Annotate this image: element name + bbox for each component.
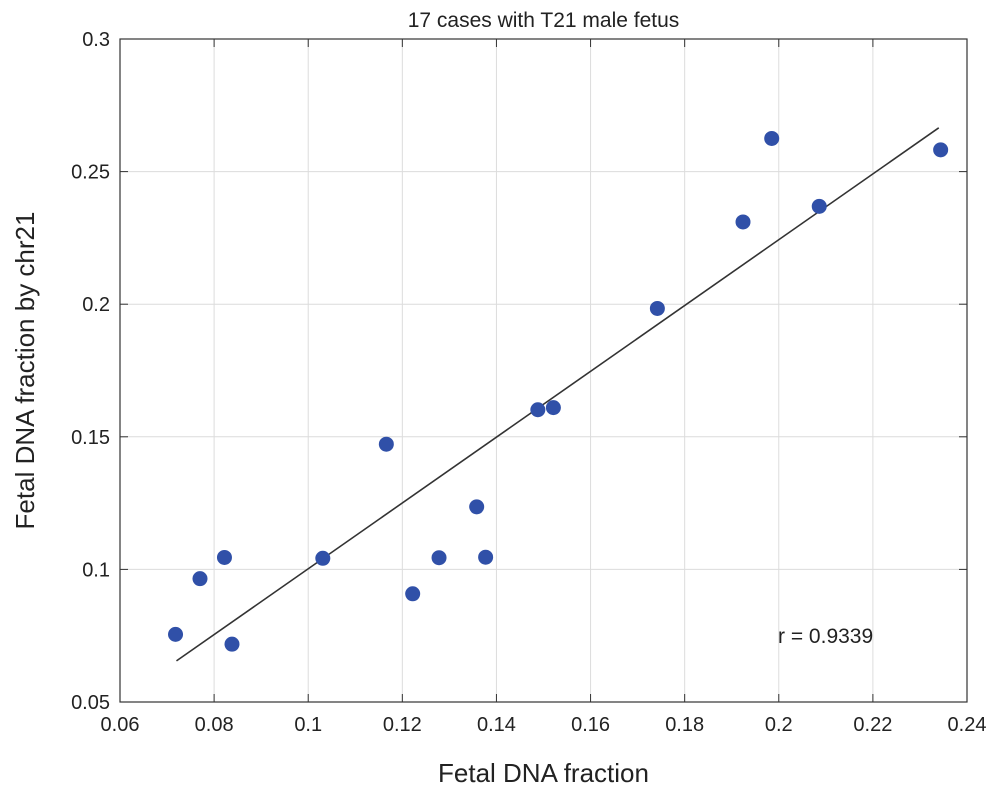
chart-title: 17 cases with T21 male fetus bbox=[408, 9, 680, 32]
y-axis-title: Fetal DNA fraction by chr21 bbox=[10, 212, 40, 530]
data-point bbox=[530, 402, 546, 418]
data-point bbox=[378, 436, 394, 452]
x-tick-label: 0.22 bbox=[853, 714, 892, 736]
data-point bbox=[192, 571, 208, 587]
x-tick-label: 0.24 bbox=[948, 714, 987, 736]
x-tick-labels: 0.06 0.08 0.1 0.12 0.14 0.16 0.18 0.2 0.22 0.24 bbox=[101, 714, 987, 736]
x-tick-label: 0.12 bbox=[383, 714, 422, 736]
x-tick-label: 0.1 bbox=[294, 714, 322, 736]
x-tick-label: 0.14 bbox=[477, 714, 516, 736]
y-tick-label: 0.3 bbox=[82, 29, 110, 51]
data-points bbox=[168, 130, 949, 652]
data-point bbox=[405, 586, 421, 602]
x-tick-label: 0.18 bbox=[665, 714, 704, 736]
y-tick-labels: 0.05 0.1 0.15 0.2 0.25 0.3 bbox=[71, 29, 110, 714]
data-point bbox=[469, 499, 485, 515]
x-axis-title: Fetal DNA fraction bbox=[438, 758, 649, 788]
data-point bbox=[431, 550, 447, 566]
data-point bbox=[933, 142, 949, 158]
x-tick-label: 0.2 bbox=[765, 714, 793, 736]
grid bbox=[119, 38, 968, 703]
x-tick-label: 0.16 bbox=[571, 714, 610, 736]
data-point bbox=[315, 550, 331, 566]
data-point bbox=[811, 198, 827, 214]
data-point bbox=[168, 626, 184, 642]
data-point bbox=[649, 300, 665, 316]
y-tick-label: 0.2 bbox=[82, 294, 110, 316]
fit-line-layer bbox=[176, 127, 940, 662]
regression-line bbox=[176, 127, 940, 662]
y-tick-label: 0.15 bbox=[71, 427, 110, 449]
data-point bbox=[216, 549, 232, 565]
y-tick-label: 0.1 bbox=[82, 559, 110, 581]
data-point bbox=[735, 214, 751, 230]
data-point bbox=[764, 130, 780, 146]
plot-frame bbox=[119, 38, 968, 703]
y-tick-label: 0.05 bbox=[71, 692, 110, 714]
x-tick-label: 0.06 bbox=[101, 714, 140, 736]
data-point bbox=[224, 636, 240, 652]
x-tick-label: 0.08 bbox=[195, 714, 234, 736]
data-point bbox=[545, 400, 561, 416]
y-tick-label: 0.25 bbox=[71, 162, 110, 184]
data-point bbox=[478, 549, 494, 565]
correlation-annotation: r = 0.9339 bbox=[778, 625, 873, 648]
